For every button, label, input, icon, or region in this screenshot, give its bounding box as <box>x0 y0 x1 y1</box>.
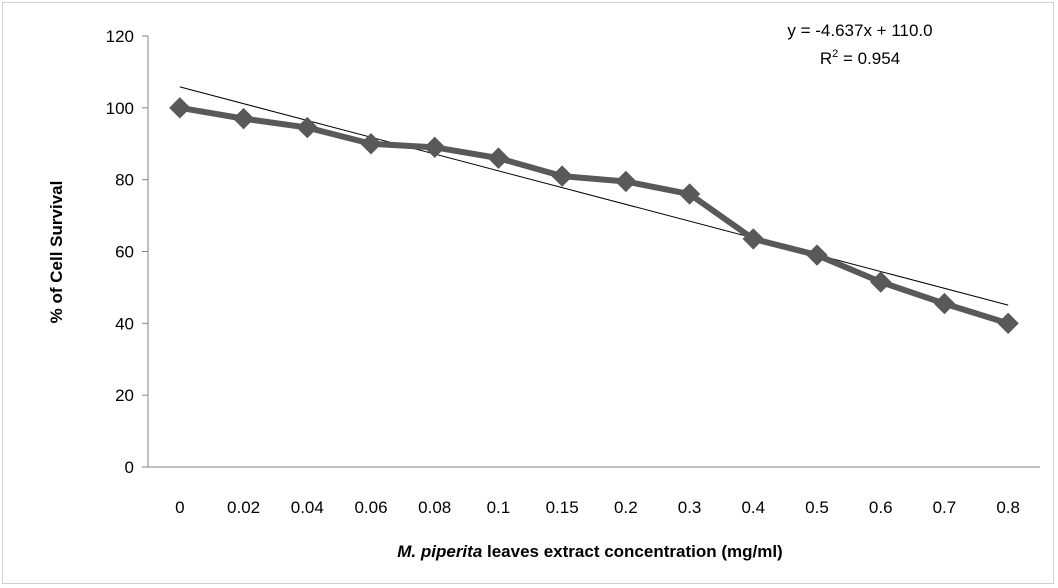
y-tick-label: 100 <box>106 99 134 118</box>
data-point-marker <box>933 292 956 315</box>
x-axis-title: M. piperita leaves extract concentration… <box>397 542 782 561</box>
data-point-marker <box>487 147 510 169</box>
data-point-marker <box>232 107 255 130</box>
x-tick-label: 0.6 <box>869 498 893 517</box>
data-point-marker <box>870 271 892 293</box>
r-squared-value: = 0.954 <box>838 49 900 68</box>
x-tick-label: 0.4 <box>741 498 765 517</box>
data-point-marker <box>296 116 318 139</box>
x-tick-label: 0.5 <box>805 498 829 517</box>
x-tick-label: 0.8 <box>996 498 1020 517</box>
y-tick-label: 80 <box>115 171 134 190</box>
data-point-marker <box>742 228 764 250</box>
x-tick-label: 0.04 <box>291 498 324 517</box>
y-tick-label: 0 <box>125 458 134 477</box>
series-line <box>176 104 1012 327</box>
r-squared-prefix: R <box>820 49 832 68</box>
trendline-group <box>179 86 1009 306</box>
data-point-marker <box>678 183 701 205</box>
axes <box>147 36 1040 468</box>
data-point-marker <box>424 136 446 159</box>
data-point-marker <box>806 244 828 266</box>
x-axis-title-rest: leaves extract concentration (mg/ml) <box>482 542 782 561</box>
data-point-marker <box>360 133 382 155</box>
y-tick-label: 20 <box>115 386 134 405</box>
x-tick-label: 0.15 <box>546 498 579 517</box>
x-tick-label: 0.3 <box>678 498 702 517</box>
x-tick-label: 0.7 <box>933 498 957 517</box>
x-tick-label: 0.08 <box>418 498 451 517</box>
y-tick-label: 60 <box>115 243 134 262</box>
y-tick-label: 40 <box>115 314 134 333</box>
y-tick-label: 120 <box>106 27 134 46</box>
data-point-marker <box>169 97 191 119</box>
data-point-marker <box>997 312 1019 335</box>
x-tick-label: 0.06 <box>354 498 387 517</box>
r-squared-label: R2 = 0.954 <box>820 48 900 68</box>
data-point-marker <box>551 165 573 187</box>
trendline-equation: y = -4.637x + 110.0 <box>787 21 932 40</box>
trendline <box>179 86 1009 306</box>
y-tick-labels: 0 20 40 60 80 100 120 <box>106 27 148 477</box>
r-squared-superscript: 2 <box>832 48 838 60</box>
x-axis-title-italic: M. piperita <box>397 542 482 561</box>
x-tick-label: 0 <box>175 498 184 517</box>
data-point-marker <box>615 170 637 193</box>
x-tick-label: 0.2 <box>614 498 638 517</box>
series-group <box>169 97 1019 335</box>
y-axis-title: % of Cell Survival <box>47 181 66 324</box>
x-tick-label: 0.1 <box>487 498 511 517</box>
x-tick-label: 0.02 <box>227 498 260 517</box>
x-tick-labels: 0 0.02 0.04 0.06 0.08 0.1 0.15 0.2 0.3 0.4 0.5 0.6 0… <box>175 498 1020 517</box>
